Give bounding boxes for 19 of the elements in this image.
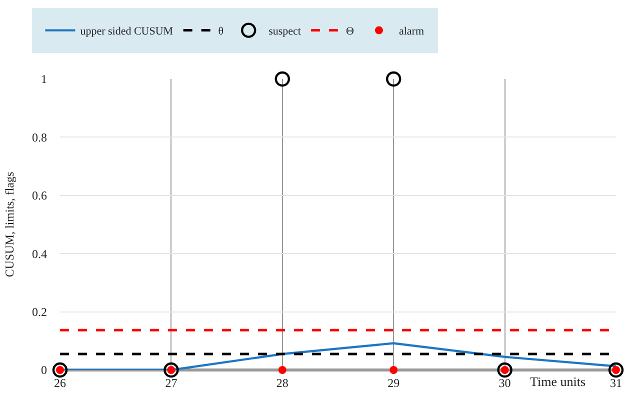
y-tick-label: 0 <box>41 363 47 378</box>
y-tick-label: 1 <box>41 72 47 86</box>
legend-label: suspect <box>268 26 301 38</box>
legend-label: alarm <box>398 26 424 38</box>
x-tick-label: 31 <box>610 376 622 390</box>
x-tick-label: 26 <box>54 376 66 390</box>
x-axis-title: Time units <box>530 374 586 389</box>
legend-label: Θ <box>346 26 354 38</box>
y-axis-title: CUSUM, limits, flags <box>2 172 16 278</box>
y-tick-label: 0.8 <box>32 130 47 144</box>
legend-label: θ <box>218 26 224 38</box>
legend-label: upper sided CUSUM <box>80 26 174 38</box>
y-tick-label: 0.6 <box>32 188 47 203</box>
x-tick-label: 27 <box>165 376 178 390</box>
x-tick-label: 29 <box>388 376 400 390</box>
x-tick-label: 30 <box>498 376 511 390</box>
y-tick-label: 0.2 <box>32 305 47 319</box>
y-tick-label: 0.4 <box>32 246 47 261</box>
x-tick-label: 28 <box>276 376 288 390</box>
